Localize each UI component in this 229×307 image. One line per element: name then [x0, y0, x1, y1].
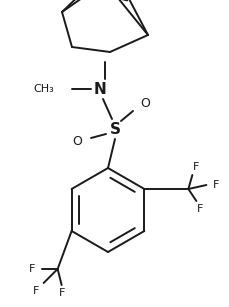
Text: F: F — [192, 162, 199, 172]
Text: F: F — [212, 180, 219, 190]
Text: F: F — [28, 264, 35, 274]
Text: O: O — [139, 96, 149, 110]
Text: F: F — [196, 204, 203, 214]
Text: CH₃: CH₃ — [33, 84, 54, 94]
Text: O: O — [72, 134, 82, 147]
Text: S: S — [109, 122, 120, 137]
Text: F: F — [32, 286, 39, 296]
Text: N: N — [93, 81, 106, 96]
Text: F: F — [58, 288, 65, 298]
